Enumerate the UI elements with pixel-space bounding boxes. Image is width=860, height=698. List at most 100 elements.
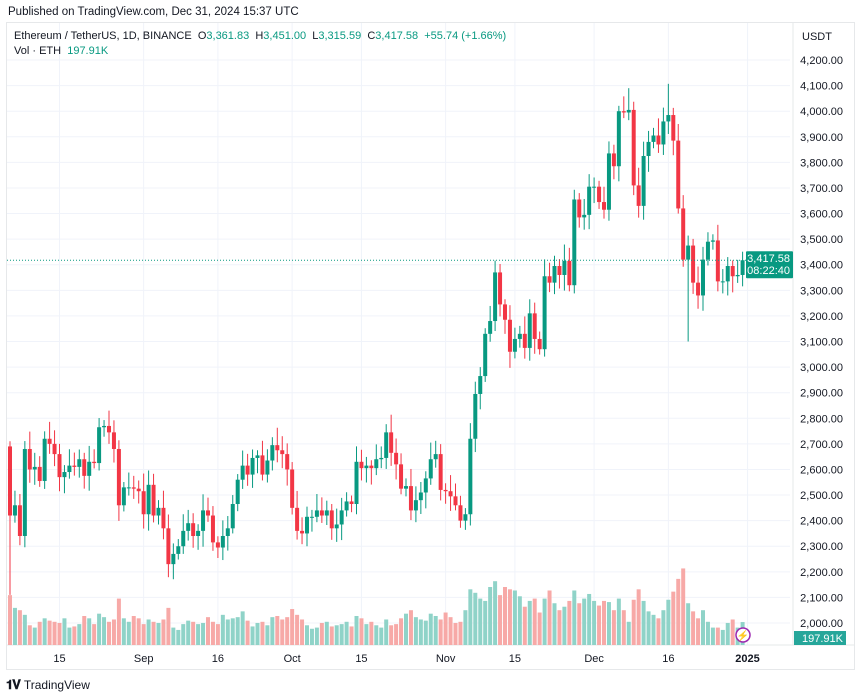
volume-bar [651,614,656,645]
candle-body [423,478,428,493]
volume-bar [210,621,215,645]
candle-body [532,313,537,339]
candle-body [651,135,656,142]
high-label: H [255,30,264,42]
volume-bar [57,622,62,645]
volume-bar [488,587,493,645]
candle-body [626,109,631,113]
candle-body [656,135,661,145]
volume-bar [498,595,503,645]
volume-bar [527,600,532,645]
volume-bar [636,589,641,645]
volume-bar [250,626,255,645]
candle-body [285,454,290,470]
price-tick-label: 2,800.00 [800,413,843,425]
volume-bar [374,625,379,645]
volume-label[interactable]: Vol · ETH [14,45,62,57]
volume-bar [567,600,572,645]
volume-bar [309,628,314,645]
volume-bar [666,599,671,645]
candle-body [27,448,32,470]
volume-bar [191,621,196,645]
candle-body [428,459,433,479]
candle-body [161,507,166,529]
volume-bar [295,614,300,645]
candle-body [206,510,210,516]
volume-bar [359,618,364,645]
candle-body [389,432,394,453]
candle-body [171,553,176,565]
candle-body [567,260,572,286]
candle-body [418,492,423,501]
low-value: 3,315.59 [318,30,362,42]
candle-body [295,507,300,531]
volume-bar [176,629,181,645]
volume-bar [171,627,176,645]
price-tick-label: 2,400.00 [800,516,843,528]
currency-label: USDT [802,31,832,43]
low-label: L [312,30,319,42]
volume-bar [621,610,626,645]
volume-bar [389,625,394,645]
candle-body [235,479,240,505]
candle-body [201,510,206,531]
candle-body [374,459,379,469]
candle-body [572,199,577,286]
volume-bar [616,598,621,645]
candle-body [255,455,260,458]
candle-body [443,489,448,492]
candle-body [433,454,438,460]
volume-bar [349,626,354,645]
volume-bar [17,610,22,645]
candle-body [394,452,399,465]
volume-bar [641,600,646,645]
volume-bar [235,617,240,645]
candle-body [408,486,413,511]
price-tick-label: 2,200.00 [800,567,843,579]
price-tick-label: 3,300.00 [800,285,843,297]
candle-body [186,523,191,531]
candle-body [344,501,349,511]
volume-bar [478,598,483,645]
volume-bar [12,607,17,645]
candle-body [413,500,418,511]
volume-bar [364,624,369,645]
price-tick-label: 2,000.00 [800,618,843,630]
close-value: 3,417.58 [375,30,419,42]
volume-bar [413,617,418,645]
symbol-title[interactable]: Ethereum / TetherUS, 1D, BINANCE [14,30,192,42]
candle-body [329,510,334,529]
candle-body [710,240,715,242]
candle-body [270,445,275,461]
time-tick-label: Dec [584,653,604,665]
volume-bar [136,618,141,645]
candle-body [705,241,710,260]
price-tick-label: 3,700.00 [800,183,843,195]
volume-bar [542,598,547,645]
volume-bar [710,627,715,645]
candle-body [646,141,651,156]
volume-bar [512,590,517,645]
price-tick-label: 3,400.00 [800,260,843,272]
volume-bar [705,621,710,645]
volume-bar [408,610,413,645]
volume-bar [602,600,606,645]
volume-bar [121,618,126,645]
candle-body [562,260,567,275]
candle-body [512,338,517,352]
candle-body [8,446,12,516]
countdown-label: 08:22:40 [747,265,790,277]
volume-bar [102,617,107,645]
candle-body [498,272,503,305]
candle-body [176,546,181,554]
tradingview-logo[interactable]: 𝟏𝐕 TradingView [6,677,90,693]
candle-body [275,445,280,451]
volume-bar [52,621,57,645]
volume-bar [517,596,522,645]
volume-bar [438,619,443,645]
candle-body [181,530,186,547]
candle-body [681,208,686,260]
candle-body [111,432,116,449]
volume-bar [681,568,686,645]
